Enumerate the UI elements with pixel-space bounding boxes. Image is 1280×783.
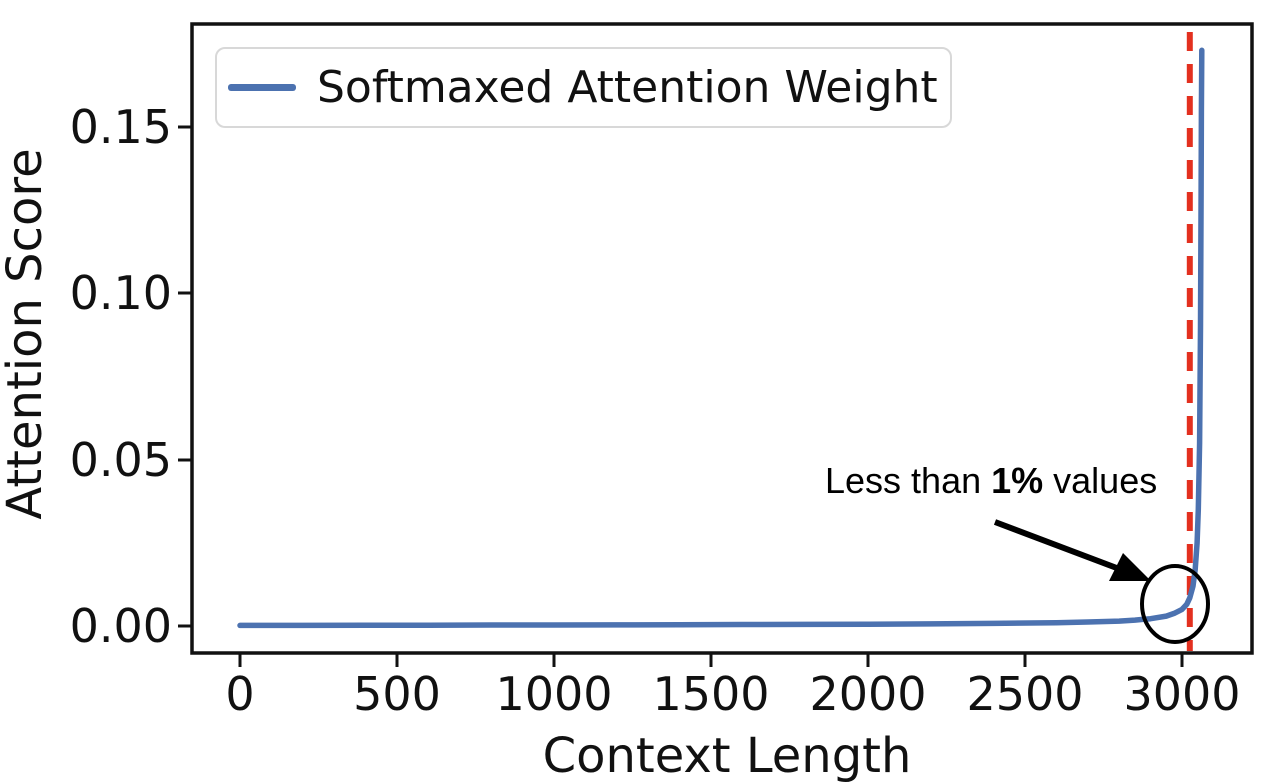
x-axis-tick-marks [238, 653, 1184, 667]
x-tick-label-1500: 1500 [652, 667, 770, 721]
plot-border [190, 22, 1254, 655]
x-tick-label-2000: 2000 [809, 667, 927, 721]
x-tick-label-1000: 1000 [495, 667, 613, 721]
attention-series-line [237, 47, 1205, 629]
legend-line-swatch [228, 84, 296, 91]
y-tick-label-000: 0.00 [69, 599, 172, 653]
annotation-arrow-shaft [993, 519, 1124, 573]
y-tick-label-010: 0.10 [69, 266, 172, 320]
y-axis-label: Attention Score [0, 148, 53, 520]
y-tick-label-005: 0.05 [69, 433, 172, 487]
annotation-circle [1140, 564, 1210, 644]
x-tick-label-3000: 3000 [1123, 667, 1241, 721]
y-tick-label-015: 0.15 [69, 100, 172, 154]
x-tick-label-0: 0 [225, 667, 255, 721]
x-tick-label-500: 500 [353, 667, 441, 721]
annotation-text-prefix: Less than [825, 460, 992, 501]
legend-box: Softmaxed Attention Weight [215, 47, 952, 128]
x-tick-label-2500: 2500 [966, 667, 1084, 721]
annotation-text: Less than 1% values [825, 460, 1157, 502]
y-axis-tick-marks [178, 125, 192, 628]
annotation-text-suffix: values [1043, 460, 1158, 501]
x-axis-label: Context Length [542, 728, 912, 783]
annotation-text-bold: 1% [991, 460, 1044, 501]
legend-label: Softmaxed Attention Weight [317, 62, 938, 113]
annotation-arrow-head [1109, 553, 1151, 581]
